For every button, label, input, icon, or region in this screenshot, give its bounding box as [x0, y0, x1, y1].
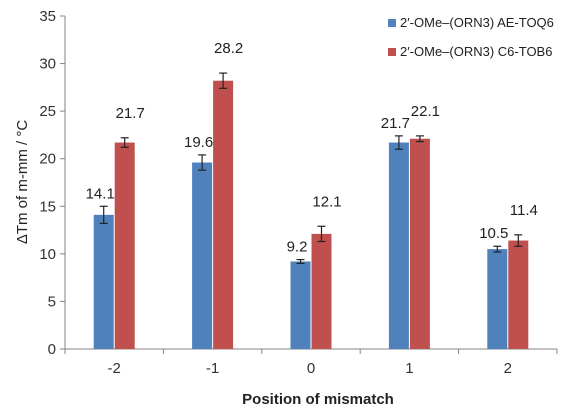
data-label-series-2: 12.1	[312, 193, 341, 210]
y-tick-label: 5	[48, 293, 56, 310]
y-tick-label: 25	[39, 103, 56, 120]
x-tick-label: 0	[307, 360, 315, 377]
x-tick-label: -1	[206, 360, 219, 377]
bar-series-1	[93, 214, 114, 349]
y-tick-label: 15	[39, 198, 56, 215]
data-label-series-1: 14.1	[86, 185, 115, 202]
x-tick-label: 2	[504, 360, 512, 377]
data-label-series-2: 21.7	[116, 105, 145, 122]
x-tick-label: -2	[108, 360, 121, 377]
bar-series-2	[311, 233, 332, 349]
bar-series-1	[290, 261, 311, 349]
legend-label-series-1: 2′-OMe–(ORN3) AE-TOQ6	[400, 15, 554, 30]
data-label-series-2: 28.2	[214, 40, 243, 57]
y-tick-label: 35	[39, 8, 56, 25]
legend-label-series-2: 2′-OMe–(ORN3) C6-TOB6	[400, 44, 552, 59]
bar-series-1	[192, 162, 213, 349]
y-tick-label: 30	[39, 56, 56, 73]
bar-series-2	[114, 142, 135, 349]
x-tick-label: 1	[405, 360, 413, 377]
data-label-series-1: 21.7	[381, 115, 410, 132]
data-label-series-1: 10.5	[479, 225, 508, 242]
data-label-series-1: 9.2	[287, 239, 308, 256]
data-label-series-2: 11.4	[510, 202, 538, 219]
y-tick-label: 0	[48, 341, 56, 358]
y-axis-title: ΔTm of m-mm / °C	[14, 120, 31, 245]
y-tick-label: 10	[39, 246, 56, 263]
legend-swatch-series-2	[388, 48, 396, 56]
y-tick-label: 20	[39, 151, 56, 168]
bar-series-2	[508, 240, 529, 349]
data-label-series-1: 19.6	[184, 134, 213, 151]
legend-swatch-series-1	[388, 19, 396, 27]
legend: 2′-OMe–(ORN3) AE-TOQ6 2′-OMe–(ORN3) C6-T…	[388, 15, 554, 59]
bar-series-1	[388, 142, 409, 349]
plot-area: 0 5 10 15 20 25 30 35 -2 -1 0 1 2 14.1 21.7 19.6 28.2 9.2…	[39, 8, 558, 377]
bar-series-2	[213, 80, 234, 349]
bar-series-1	[487, 249, 508, 349]
x-axis-title: Position of mismatch	[242, 391, 394, 408]
bar-series-2	[409, 138, 430, 349]
data-label-series-2: 22.1	[411, 103, 440, 120]
